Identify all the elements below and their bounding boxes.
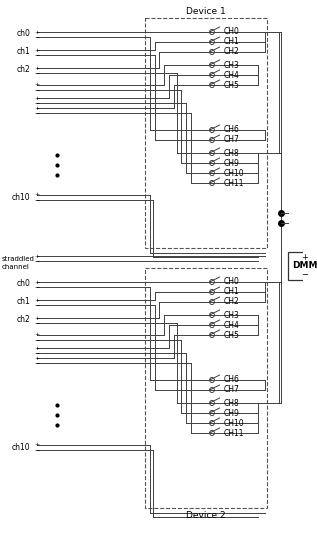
Text: +: + bbox=[34, 83, 40, 87]
Text: CH10: CH10 bbox=[223, 168, 244, 177]
Text: CH4: CH4 bbox=[223, 71, 239, 79]
Text: ch0: ch0 bbox=[17, 29, 30, 39]
Text: CH3: CH3 bbox=[223, 61, 239, 70]
Text: −: − bbox=[34, 71, 40, 76]
Text: +: + bbox=[34, 316, 40, 321]
Text: CH0: CH0 bbox=[223, 278, 239, 287]
Text: ch2: ch2 bbox=[17, 316, 30, 324]
Text: +: + bbox=[34, 355, 40, 361]
Bar bbox=[145, 268, 267, 508]
Text: −: − bbox=[34, 110, 40, 115]
Text: +: + bbox=[34, 65, 40, 71]
Text: CH10: CH10 bbox=[223, 419, 244, 428]
Text: Device 2: Device 2 bbox=[186, 510, 226, 519]
Text: +: + bbox=[34, 332, 40, 338]
Text: +: + bbox=[34, 346, 40, 351]
Text: CH5: CH5 bbox=[223, 331, 239, 339]
Bar bbox=[145, 18, 267, 248]
Text: straddled
channel: straddled channel bbox=[2, 256, 35, 270]
Text: CH6: CH6 bbox=[223, 376, 239, 384]
Text: ch10: ch10 bbox=[12, 192, 30, 202]
Text: CH7: CH7 bbox=[223, 385, 239, 394]
Text: CH11: CH11 bbox=[223, 428, 244, 437]
Text: CH2: CH2 bbox=[223, 48, 239, 56]
Text: CH6: CH6 bbox=[223, 125, 239, 135]
Text: −: − bbox=[34, 34, 40, 40]
Text: +: + bbox=[34, 297, 40, 302]
Text: ch1: ch1 bbox=[17, 48, 30, 56]
Text: CH9: CH9 bbox=[223, 159, 239, 167]
Text: +: + bbox=[34, 443, 40, 448]
Text: CH11: CH11 bbox=[223, 178, 244, 188]
Text: CH8: CH8 bbox=[223, 398, 239, 407]
Text: −: − bbox=[34, 338, 40, 343]
Text: CH0: CH0 bbox=[223, 27, 239, 36]
Text: −: − bbox=[34, 361, 40, 366]
Text: +: + bbox=[34, 29, 40, 34]
Text: CH5: CH5 bbox=[223, 80, 239, 90]
Text: +: + bbox=[34, 48, 40, 53]
Text: +: + bbox=[34, 254, 40, 258]
Text: ch10: ch10 bbox=[12, 443, 30, 451]
Text: −: − bbox=[301, 271, 308, 279]
Bar bbox=[288, 252, 317, 280]
Text: CH7: CH7 bbox=[223, 136, 239, 145]
Text: −: − bbox=[34, 87, 40, 93]
Text: CH8: CH8 bbox=[223, 148, 239, 158]
Text: CH4: CH4 bbox=[223, 321, 239, 330]
Text: ch0: ch0 bbox=[17, 279, 30, 288]
Text: ch1: ch1 bbox=[17, 297, 30, 307]
Text: −: − bbox=[34, 258, 40, 264]
Text: −: − bbox=[34, 302, 40, 308]
Text: CH1: CH1 bbox=[223, 287, 239, 296]
Text: +: + bbox=[34, 95, 40, 101]
Text: DMM: DMM bbox=[292, 262, 317, 271]
Text: +: + bbox=[34, 106, 40, 110]
Text: +: + bbox=[301, 252, 308, 262]
Text: +: + bbox=[34, 192, 40, 197]
Text: −: − bbox=[34, 448, 40, 452]
Text: ch2: ch2 bbox=[17, 65, 30, 75]
Text: −: − bbox=[34, 285, 40, 289]
Text: CH2: CH2 bbox=[223, 297, 239, 307]
Text: −: − bbox=[34, 321, 40, 325]
Text: CH1: CH1 bbox=[223, 38, 239, 47]
Text: Device 1: Device 1 bbox=[186, 8, 226, 17]
Text: CH3: CH3 bbox=[223, 310, 239, 319]
Text: −: − bbox=[34, 351, 40, 355]
Text: −: − bbox=[34, 101, 40, 106]
Text: −: − bbox=[34, 197, 40, 203]
Text: CH9: CH9 bbox=[223, 408, 239, 418]
Text: −: − bbox=[34, 53, 40, 57]
Text: +: + bbox=[34, 279, 40, 285]
